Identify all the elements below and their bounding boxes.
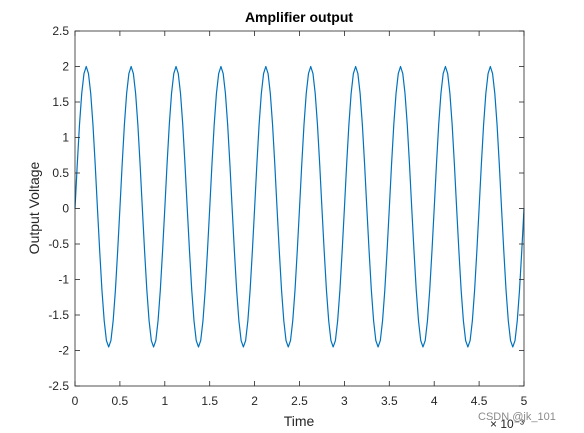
y-axis-label: Output Voltage — [26, 161, 42, 254]
x-tick-label: 3.5 — [381, 394, 398, 408]
chart-title: Amplifier output — [245, 9, 353, 25]
x-tick-label: 2.5 — [291, 394, 308, 408]
y-tick-label: -2 — [58, 344, 69, 358]
x-tick-label: 4 — [431, 394, 438, 408]
x-axis: 0 0.5 1 1.5 2 2.5 3 3.5 4 4.5 5 — [72, 31, 528, 408]
data-layer — [74, 65, 525, 348]
x-axis-exponent: × 10⁻³ — [490, 417, 524, 431]
x-tick-label: 0.5 — [112, 394, 129, 408]
y-tick-label: 0 — [62, 202, 69, 216]
y-axis: -2.5 -2 -1.5 -1 -0.5 0 0.5 1 1.5 2 2.5 — [48, 24, 524, 393]
x-tick-label: 1.5 — [201, 394, 218, 408]
x-tick-label: 1 — [161, 394, 168, 408]
x-tick-label: 4.5 — [471, 394, 488, 408]
x-tick-label: 5 — [521, 394, 528, 408]
y-tick-label: -1 — [58, 273, 69, 287]
x-tick-label: 3 — [341, 394, 348, 408]
x-tick-label: 0 — [72, 394, 79, 408]
y-tick-label: 2 — [62, 60, 69, 74]
series-line-0 — [74, 65, 525, 348]
y-tick-label: 1 — [62, 131, 69, 145]
y-tick-label: 2.5 — [52, 24, 69, 38]
x-tick-label: 2 — [251, 394, 258, 408]
y-tick-label: -0.5 — [48, 237, 69, 251]
y-tick-label: 0.5 — [52, 166, 69, 180]
y-tick-label: -2.5 — [48, 379, 69, 393]
x-axis-label: Time — [284, 413, 315, 429]
y-tick-label: 1.5 — [52, 95, 69, 109]
y-tick-label: -1.5 — [48, 308, 69, 322]
watermark: CSDN @jk_101 — [478, 411, 556, 423]
